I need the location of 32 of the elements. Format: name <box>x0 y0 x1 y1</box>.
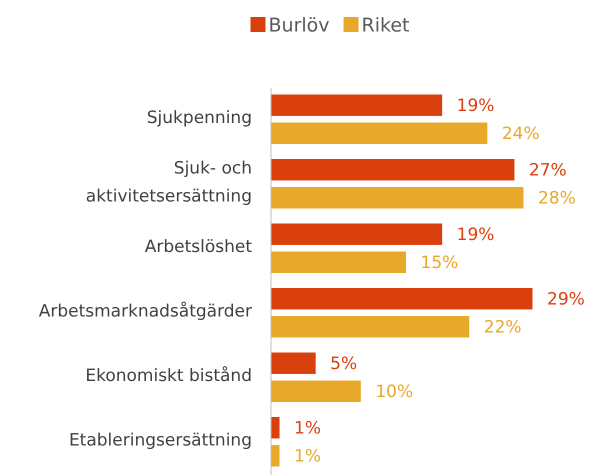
bar <box>270 186 524 210</box>
y-tick-label: Ekonomiskt bistånd <box>85 366 252 386</box>
y-tick-label: Etableringsersättning <box>68 430 252 451</box>
bar <box>270 444 281 468</box>
data-label: 10% <box>375 382 414 402</box>
bar <box>270 315 470 338</box>
legend-label: Burlöv <box>268 14 330 37</box>
bar <box>270 158 516 182</box>
data-label: 24% <box>502 124 540 144</box>
y-tick-label: Arbetslöshet <box>144 237 252 258</box>
data-label: 1% <box>294 446 322 467</box>
bar <box>270 250 408 274</box>
bar <box>270 416 281 440</box>
y-tick-label: Arbetsmarknadsåtgärder <box>38 302 252 322</box>
data-label: 15% <box>420 253 458 274</box>
bar <box>270 122 488 145</box>
data-label: 27% <box>528 160 567 181</box>
bar <box>270 222 444 246</box>
data-label: 22% <box>484 318 522 338</box>
data-label: 29% <box>547 290 585 310</box>
bar <box>270 287 534 310</box>
y-tick-label: Sjuk- och aktivitetsersättning <box>86 158 252 207</box>
bar <box>270 380 362 403</box>
data-label: 19% <box>456 96 494 116</box>
legend-label: Riket <box>362 14 410 37</box>
data-label: 5% <box>330 354 358 374</box>
data-label: 19% <box>456 225 494 246</box>
data-label: 28% <box>538 188 576 209</box>
bar <box>270 94 444 117</box>
y-tick-label: Sjukpenning <box>146 108 252 128</box>
data-label: 1% <box>294 418 322 439</box>
bar <box>270 352 317 375</box>
